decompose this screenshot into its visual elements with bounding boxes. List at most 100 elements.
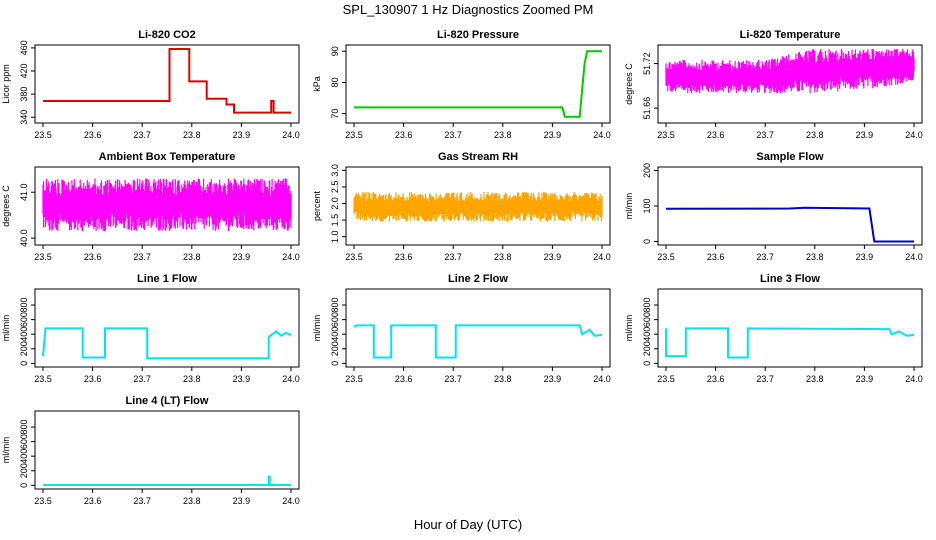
x-tick-label: 23.9: [856, 252, 874, 262]
x-tick-label: 23.5: [345, 374, 363, 384]
x-tick-label: 23.7: [133, 374, 151, 384]
y-tick-label: 90: [330, 46, 340, 56]
chart-title: Line 4 (LT) Flow: [126, 395, 209, 407]
x-tick-label: 24.0: [282, 130, 300, 140]
x-tick-label: 23.6: [707, 252, 725, 262]
y-tick-label: 800: [19, 298, 29, 313]
y-axis-label: degrees C: [1, 185, 11, 227]
x-tick-label: 23.5: [34, 374, 52, 384]
x-tick-label: 23.8: [494, 252, 512, 262]
y-tick-label: 100: [642, 198, 652, 213]
x-tick-label: 23.7: [133, 252, 151, 262]
x-tick-label: 23.9: [544, 130, 562, 140]
x-tick-label: 23.9: [233, 374, 251, 384]
x-tick-label: 23.8: [183, 374, 201, 384]
x-tick-label: 23.6: [395, 374, 413, 384]
chart-title: Line 1 Flow: [137, 273, 197, 285]
x-tick-label: 23.7: [756, 130, 774, 140]
x-tick-label: 24.0: [282, 252, 300, 262]
series-line: [665, 327, 915, 359]
x-tick-label: 23.6: [395, 252, 413, 262]
x-tick-label: 24.0: [905, 374, 923, 384]
chart-panel: Li-820 Temperature degrees C 51.66 51.72 23.…: [624, 29, 923, 140]
series-band: [42, 178, 292, 232]
x-tick-label: 23.5: [657, 252, 675, 262]
y-tick-label: 200: [19, 341, 29, 356]
y-tick-label: 200: [19, 463, 29, 478]
y-tick-label: 400: [642, 327, 652, 342]
y-axis-label: percent: [312, 190, 322, 221]
x-tick-label: 23.6: [84, 130, 102, 140]
x-tick-label: 23.9: [544, 252, 562, 262]
x-tick-label: 23.6: [84, 252, 102, 262]
x-tick-label: 23.6: [707, 130, 725, 140]
x-tick-label: 24.0: [282, 496, 300, 506]
plot-frame: [657, 44, 923, 124]
x-tick-label: 23.7: [444, 252, 462, 262]
chart-panel: Gas Stream RH percent 1.0 1.5 2.0 2.5 3.0 23.5 2…: [312, 151, 611, 262]
x-tick-label: 23.6: [707, 374, 725, 384]
x-tick-label: 23.7: [133, 130, 151, 140]
y-tick-label: 2.5: [330, 181, 340, 194]
x-tick-label: 23.8: [183, 130, 201, 140]
x-tick-label: 23.5: [34, 130, 52, 140]
x-tick-label: 23.9: [856, 130, 874, 140]
x-tick-label: 24.0: [593, 374, 611, 384]
y-tick-label: 400: [19, 327, 29, 342]
series-line: [43, 48, 291, 114]
y-tick-label: 2.0: [330, 197, 340, 210]
x-tick-label: 23.5: [345, 252, 363, 262]
x-tick-label: 23.5: [657, 130, 675, 140]
x-tick-label: 23.5: [345, 130, 363, 140]
y-tick-label: 340: [19, 110, 29, 125]
y-tick-label: 51.72: [642, 52, 652, 75]
plot-frame: [345, 166, 611, 246]
x-tick-label: 24.0: [593, 130, 611, 140]
x-tick-label: 23.9: [233, 252, 251, 262]
x-tick-label: 23.5: [34, 496, 52, 506]
y-axis-label: kPa: [312, 76, 322, 92]
y-tick-label: 80: [330, 77, 340, 87]
x-tick-label: 23.7: [756, 374, 774, 384]
x-tick-label: 23.8: [806, 130, 824, 140]
y-axis-label: degrees C: [624, 63, 634, 105]
y-tick-label: 380: [19, 87, 29, 102]
x-tick-label: 23.6: [395, 130, 413, 140]
x-tick-label: 23.9: [233, 496, 251, 506]
y-tick-label: 200: [642, 341, 652, 356]
y-tick-label: 0: [642, 361, 652, 366]
chart-title: Line 3 Flow: [760, 273, 820, 285]
x-tick-label: 23.8: [806, 374, 824, 384]
chart-panel: Li-820 Pressure kPa 70 80 90 23.5 23.6 23.7 23.8…: [312, 29, 611, 140]
x-axis-label: Hour of Day (UTC): [413, 517, 523, 532]
x-tick-label: 24.0: [905, 252, 923, 262]
x-tick-label: 23.7: [756, 252, 774, 262]
x-tick-label: 23.8: [183, 496, 201, 506]
y-tick-label: 1.0: [330, 230, 340, 243]
x-tick-label: 24.0: [593, 252, 611, 262]
y-tick-label: 600: [19, 312, 29, 327]
y-tick-label: 400: [330, 327, 340, 342]
plot-frame: [34, 166, 300, 246]
series-line: [43, 475, 291, 486]
x-tick-label: 24.0: [282, 374, 300, 384]
chart-title: Gas Stream RH: [438, 151, 518, 163]
y-tick-label: 600: [19, 434, 29, 449]
y-tick-label: 200: [642, 163, 652, 178]
x-tick-label: 23.8: [183, 252, 201, 262]
x-tick-label: 23.9: [233, 130, 251, 140]
y-tick-label: 800: [19, 420, 29, 435]
plot-frame: [34, 288, 300, 368]
y-axis-label: ml/min: [312, 315, 322, 342]
y-tick-label: 40.0: [19, 229, 29, 247]
x-tick-label: 24.0: [905, 130, 923, 140]
series-band: [353, 191, 603, 222]
y-tick-label: 0: [330, 361, 340, 366]
x-tick-label: 23.9: [544, 374, 562, 384]
series-line: [353, 324, 603, 359]
y-tick-label: 51.66: [642, 97, 652, 120]
